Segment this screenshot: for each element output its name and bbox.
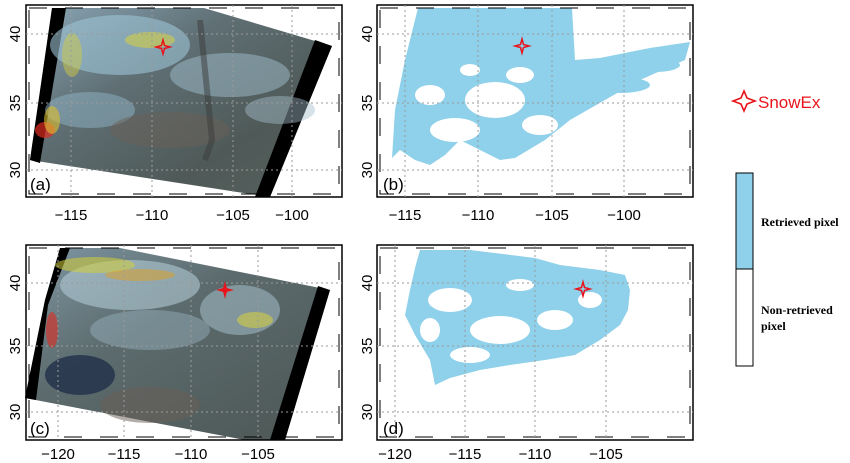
- x-tick: −110: [175, 446, 208, 463]
- snowex-marker-d: [573, 279, 593, 299]
- panel-label-b: (b): [383, 175, 404, 194]
- four-point-star-icon: [730, 88, 758, 114]
- y-tick: 35: [359, 95, 376, 112]
- panel-c: (c) −120 −115 −110 −105 40 35 30: [7, 244, 343, 463]
- colorbar-label-retrieved: Retrieved pixel: [761, 215, 839, 229]
- x-tick: −105: [535, 207, 569, 224]
- panel-a: (a) −115 −110 −105 −100 40 35 30: [7, 4, 343, 224]
- y-tick: 30: [7, 162, 24, 179]
- x-tick: −110: [136, 207, 169, 224]
- y-tick: 30: [359, 162, 376, 179]
- x-tick: −110: [519, 446, 552, 463]
- panel-b: (b) −115 −110 −105 −100 40 35 30: [359, 4, 694, 224]
- grid-b: [377, 5, 693, 197]
- y-tick: 35: [7, 95, 24, 112]
- snowex-marker-a: [153, 37, 173, 57]
- colorbar-label-nonretrieved-1: Non-retrieved: [761, 303, 833, 317]
- y-tick: 35: [359, 338, 376, 355]
- panel-label-d: (d): [383, 419, 404, 438]
- panel-d: (d) −120 −115 −110 −105 40 35 30: [359, 244, 694, 463]
- snowex-legend-label: SnowEx: [758, 93, 821, 112]
- snowex-marker-c: [216, 281, 234, 299]
- y-tick: 30: [359, 404, 376, 421]
- y-tick: 35: [7, 338, 24, 355]
- panel-label-c: (c): [30, 419, 50, 438]
- x-tick: −120: [41, 446, 75, 463]
- grid-a: [26, 5, 342, 197]
- legend: SnowEx Retrieved pixel Non-retrieved pix…: [730, 88, 839, 367]
- x-tick: −110: [462, 207, 495, 224]
- x-tick: −115: [389, 207, 422, 224]
- x-tick: −105: [216, 207, 250, 224]
- colorbar-nonretrieved: [735, 268, 754, 367]
- y-tick: 40: [359, 26, 376, 43]
- x-tick: −115: [449, 446, 482, 463]
- x-tick: −100: [607, 207, 641, 224]
- x-tick: −105: [241, 446, 275, 463]
- x-tick: −115: [55, 207, 88, 224]
- x-tick: −100: [275, 207, 309, 224]
- snowex-marker-b: [512, 36, 532, 56]
- colorbar-label-nonretrieved-2: pixel: [761, 319, 786, 333]
- x-tick: −120: [378, 446, 412, 463]
- x-tick: −115: [108, 446, 141, 463]
- y-tick: 40: [359, 275, 376, 292]
- panel-label-a: (a): [30, 175, 51, 194]
- y-tick: 30: [7, 404, 24, 421]
- y-tick: 40: [7, 275, 24, 292]
- y-tick: 40: [7, 26, 24, 43]
- colorbar-retrieved: [735, 172, 754, 270]
- x-tick: −105: [589, 446, 623, 463]
